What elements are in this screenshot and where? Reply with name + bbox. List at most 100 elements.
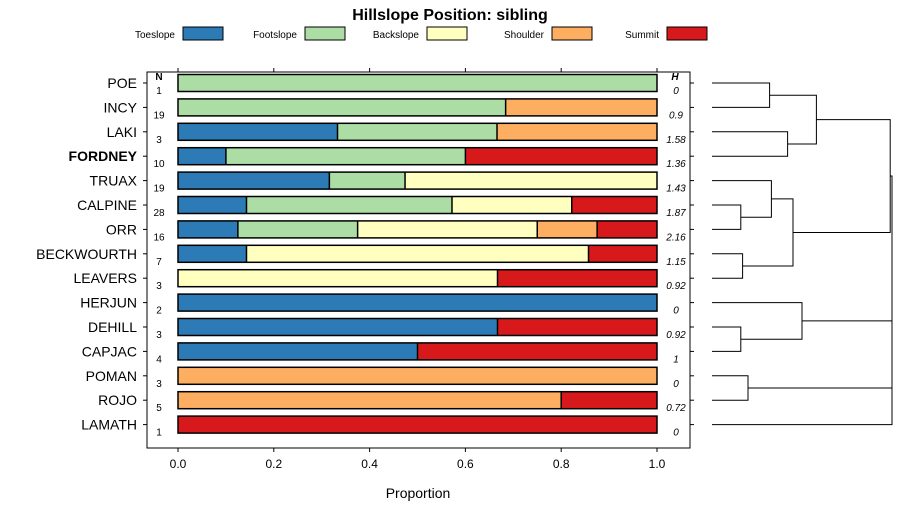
n-count-label: 28: [153, 208, 165, 219]
bar-segment-footslope: [337, 123, 498, 141]
bar-segment-summit: [465, 147, 657, 165]
bar-segment-toeslope: [178, 294, 657, 312]
h-value-label: 0.92: [666, 330, 686, 341]
dendrogram-link: [712, 180, 772, 218]
legend-label-summit: Summit: [625, 30, 659, 41]
h-value-label: 2.16: [665, 232, 686, 243]
category-label: DEHILL: [88, 319, 137, 335]
bar-segment-summit: [497, 318, 657, 336]
bar-segment-summit: [497, 269, 657, 287]
bar-segment-footslope: [225, 147, 466, 165]
n-count-label: 19: [153, 110, 165, 121]
legend-swatch-footslope: [304, 26, 346, 41]
x-tick-label: 0.4: [361, 457, 378, 471]
bar-segment-toeslope: [178, 318, 498, 336]
n-count-label: 1: [156, 428, 162, 439]
dendrogram-link: [712, 375, 749, 401]
dendrogram-link: [712, 131, 789, 157]
bar-segment-shoulder: [537, 220, 598, 238]
x-tick-label: 1.0: [649, 457, 666, 471]
dendrogram-link: [890, 175, 893, 390]
bar-segment-summit: [561, 391, 657, 409]
n-count-label: 1: [156, 86, 162, 97]
category-label: LEAVERS: [73, 270, 137, 286]
h-value-label: 0: [673, 428, 679, 439]
h-header: H: [671, 72, 679, 83]
n-count-label: 3: [156, 379, 162, 390]
dendrogram-link: [712, 302, 803, 340]
row-leavers: LEAVERS 3 0.92: [73, 268, 694, 292]
legend-label-footslope: Footslope: [253, 30, 297, 41]
bar-segment-shoulder: [505, 98, 657, 116]
n-count-label: 7: [156, 257, 162, 268]
bar-outline: [177, 122, 658, 142]
legend-swatch-shoulder: [551, 26, 593, 41]
bar-outline: [177, 244, 658, 264]
h-value-label: 1.87: [666, 208, 686, 219]
bar-outline: [177, 342, 658, 361]
bar-outline: [177, 415, 658, 434]
legend-label-backslope: Backslope: [373, 30, 420, 41]
bar-segment-footslope: [237, 220, 358, 238]
dendrogram-link: [712, 253, 744, 279]
bar-segment-toeslope: [178, 342, 418, 360]
legend-swatch-backslope: [426, 26, 468, 41]
row-lamath: LAMATH 1 0: [81, 415, 694, 439]
legend-swatch-summit: [666, 26, 708, 41]
x-axis-label: Proportion: [386, 485, 451, 501]
bar-segment-backslope: [451, 196, 572, 214]
category-label: LAMATH: [81, 417, 137, 433]
bar-outline: [177, 195, 658, 215]
row-capjac: CAPJAC 4 1: [82, 342, 694, 365]
category-label: CAPJAC: [82, 343, 137, 359]
bar-segment-summit: [571, 196, 658, 214]
x-tick-label: 0.0: [170, 457, 187, 471]
category-label: BECKWOURTH: [36, 246, 137, 262]
row-herjun: HERJUN 2 0: [80, 293, 694, 317]
bar-outline: [177, 220, 658, 239]
n-count-label: 3: [156, 330, 162, 341]
h-value-label: 1.43: [666, 184, 686, 195]
legend-label-toeslope: Toeslope: [135, 30, 175, 41]
n-header: N: [155, 72, 162, 83]
category-label: INCY: [104, 99, 138, 115]
bar-segment-summit: [597, 220, 657, 238]
bar-outline: [177, 146, 658, 166]
h-value-label: 1.58: [666, 135, 686, 146]
bar-segment-footslope: [246, 196, 452, 214]
bar-segment-backslope: [246, 245, 589, 263]
bar-segment-footslope: [329, 172, 406, 190]
bar-segment-backslope: [405, 172, 657, 190]
bar-outline: [177, 268, 658, 288]
bar-outline: [177, 73, 658, 93]
bar-segment-summit: [588, 245, 657, 263]
n-count-label: 16: [153, 232, 165, 243]
x-tick-label: 0.6: [457, 457, 474, 471]
category-label: LAKI: [107, 124, 137, 140]
bar-segment-backslope: [357, 220, 538, 238]
bar-segment-toeslope: [178, 147, 226, 165]
row-fordney: FORDNEY 10 1.36: [69, 146, 694, 170]
dendrogram-link: [769, 94, 817, 145]
category-label: POE: [107, 75, 137, 91]
plot-panel: [146, 71, 691, 449]
x-tick-label: 0.8: [553, 457, 570, 471]
category-label: TRUAX: [90, 173, 138, 189]
legend: Toeslope Footslope Backslope Shoulder Summit: [135, 26, 708, 41]
bar-outline: [177, 98, 658, 117]
dendrogram-link: [748, 320, 893, 389]
dendrogram-link: [712, 204, 742, 230]
h-value-label: 0: [673, 379, 679, 390]
bar-segment-toeslope: [178, 123, 338, 141]
bar-segment-toeslope: [178, 220, 238, 238]
n-count-label: 10: [153, 159, 165, 170]
bar-segment-shoulder: [178, 367, 657, 385]
row-laki: LAKI 3 1.58: [107, 122, 694, 146]
h-value-label: 0.72: [666, 403, 686, 414]
row-beckwourth: BECKWOURTH 7 1.15: [36, 244, 694, 268]
category-label: ORR: [106, 221, 137, 237]
dendrogram-link: [742, 198, 794, 267]
h-value-label: 1: [673, 354, 679, 365]
n-count-label: 4: [156, 354, 162, 365]
bar-outline: [177, 317, 658, 337]
